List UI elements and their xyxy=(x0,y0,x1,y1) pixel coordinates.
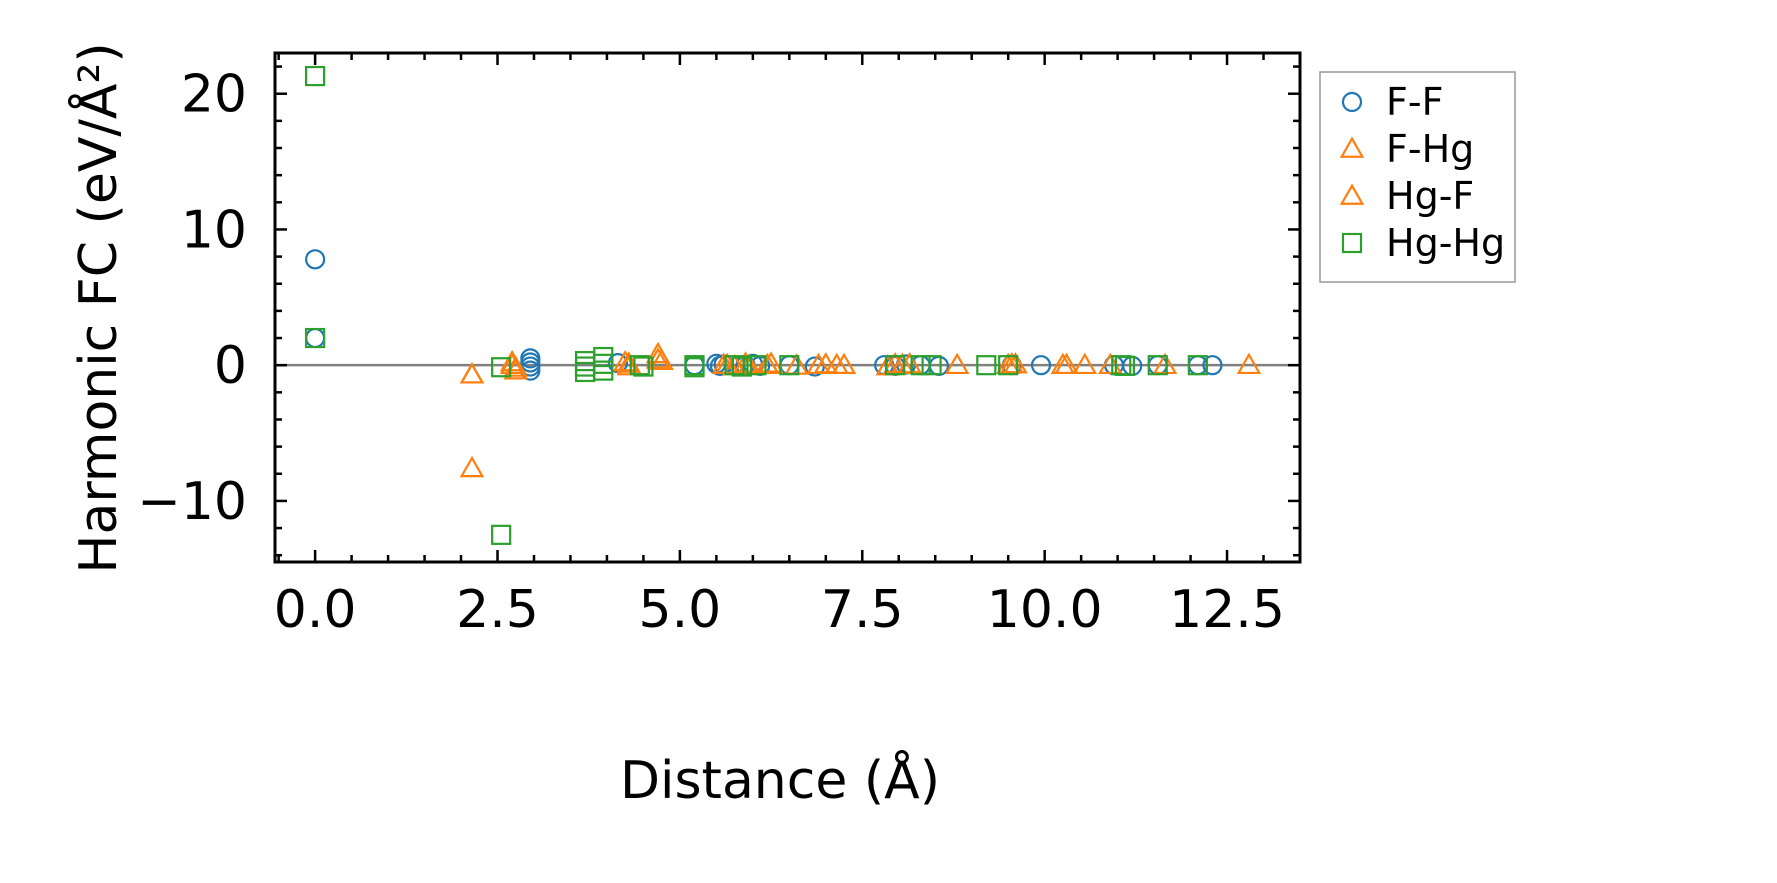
data-point xyxy=(885,355,906,376)
y-tick-label: 20 xyxy=(181,65,247,125)
data-point xyxy=(459,362,485,384)
data-point xyxy=(305,327,326,349)
data-point xyxy=(1003,351,1028,374)
data-point xyxy=(1187,355,1208,376)
data-point xyxy=(921,355,942,376)
plot-frame xyxy=(273,51,1302,564)
y-tick-label: −10 xyxy=(137,472,247,532)
data-point xyxy=(459,455,485,478)
data-point xyxy=(305,65,326,87)
data-point xyxy=(593,360,614,381)
x-tick-label: 5.0 xyxy=(639,580,722,640)
legend-label: Hg-Hg xyxy=(1386,221,1505,265)
data-point xyxy=(633,356,654,377)
data-point xyxy=(1152,352,1178,375)
data-point xyxy=(746,355,767,376)
x-tick-label: 12.5 xyxy=(1169,580,1285,640)
legend-label: F-Hg xyxy=(1386,127,1474,171)
data-point xyxy=(976,355,997,376)
data-point xyxy=(1114,355,1136,376)
x-tick-label: 7.5 xyxy=(821,580,904,640)
y-axis-label: Harmonic FC (eV/Å²) xyxy=(67,42,129,573)
legend-entry-hg-f: Hg-F xyxy=(1339,174,1474,218)
data-point xyxy=(1030,355,1052,376)
data-point xyxy=(629,355,650,376)
legend-marker xyxy=(1341,232,1363,254)
data-point xyxy=(1236,352,1262,375)
data-point xyxy=(831,352,857,375)
data-point xyxy=(684,357,705,378)
data-point xyxy=(804,356,825,377)
legend-entry-f-hg: F-Hg xyxy=(1339,127,1474,171)
data-point xyxy=(1147,355,1168,376)
x-axis-label: Distance (Å) xyxy=(620,749,940,811)
data-point xyxy=(574,356,596,377)
data-layer xyxy=(275,65,1300,545)
legend-label: Hg-F xyxy=(1386,174,1474,218)
data-point xyxy=(1072,352,1098,375)
data-point xyxy=(779,355,800,376)
data-point xyxy=(305,327,326,349)
y-tick-label: 0 xyxy=(214,336,247,396)
data-point xyxy=(459,362,485,384)
data-point xyxy=(882,351,908,374)
series-hg-hg xyxy=(305,65,1208,545)
data-point xyxy=(1202,355,1223,376)
axes xyxy=(273,51,1302,564)
legend-marker xyxy=(1339,136,1365,158)
x-tick-label: 10.0 xyxy=(987,580,1103,640)
x-tick-label: 2.5 xyxy=(456,580,539,640)
data-point xyxy=(574,351,596,372)
data-point xyxy=(824,352,849,375)
data-point xyxy=(755,352,780,375)
data-point xyxy=(910,355,931,376)
data-point xyxy=(649,348,674,370)
data-point xyxy=(491,524,512,545)
legend-entry-f-f: F-F xyxy=(1341,80,1443,124)
data-point xyxy=(724,355,745,376)
x-tick-label: 0.0 xyxy=(274,580,357,640)
data-point xyxy=(731,356,753,377)
legend-entry-hg-hg: Hg-Hg xyxy=(1341,221,1505,265)
data-point xyxy=(499,352,525,375)
legend-marker xyxy=(1341,91,1363,113)
legend-label: F-F xyxy=(1386,80,1443,124)
data-point xyxy=(305,249,326,270)
data-point xyxy=(491,357,512,378)
legend-frame xyxy=(1319,71,1516,283)
data-point xyxy=(998,355,1019,376)
tick-labels: 0.0 2.5 5.0 7.5 10.0 12.5 −10 0 10 20 xyxy=(137,65,1285,640)
data-point xyxy=(944,352,970,375)
data-point xyxy=(1050,352,1076,375)
data-point xyxy=(1054,352,1079,375)
y-tick-label: 10 xyxy=(181,200,247,260)
data-point xyxy=(645,341,671,364)
legend-marker xyxy=(1339,183,1365,205)
